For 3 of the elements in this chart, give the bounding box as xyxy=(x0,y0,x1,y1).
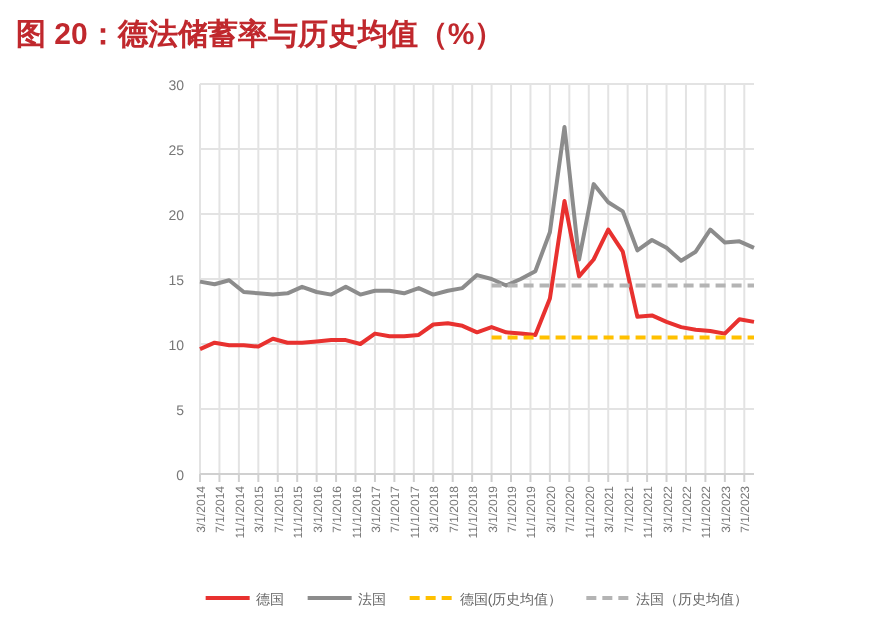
chart-title: 图 20：德法储蓄率与历史均值（%） xyxy=(16,16,505,52)
line-series xyxy=(198,124,756,297)
line-series xyxy=(198,199,756,352)
